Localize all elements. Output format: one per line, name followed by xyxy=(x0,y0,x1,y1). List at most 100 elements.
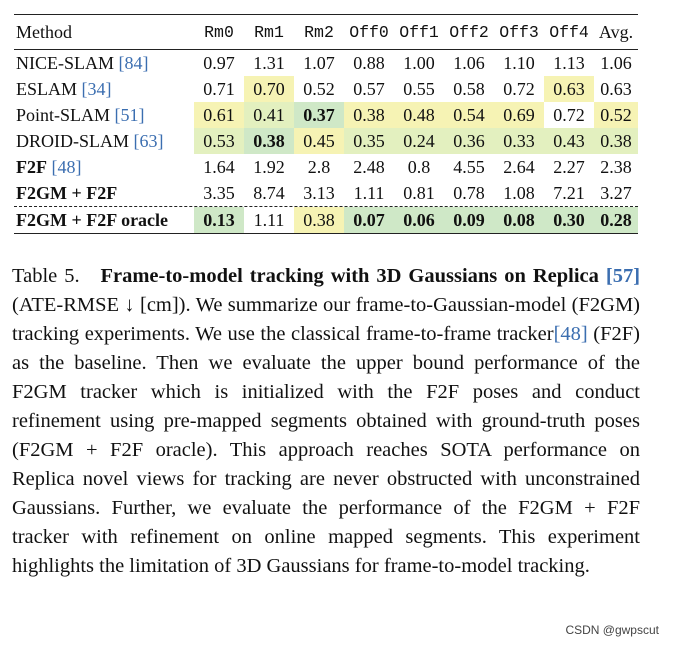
value-cell: 0.38 xyxy=(244,128,294,154)
value-cell: 1.92 xyxy=(253,156,285,177)
value-cell: 1.07 xyxy=(303,52,335,73)
value-cell: 1.06 xyxy=(453,52,485,73)
method-cell: F2F [48] xyxy=(14,154,194,180)
value-cell: 0.88 xyxy=(353,52,385,73)
header-off4: Off4 xyxy=(549,22,589,42)
method-cell: F2GM + F2F oracle xyxy=(14,207,194,233)
results-table-oracle: F2GM + F2F oracle 0.13 1.11 0.38 0.07 0.06 0.0… xyxy=(14,207,638,233)
value-cell: 0.06 xyxy=(394,207,444,233)
value-cell: 1.11 xyxy=(353,182,385,203)
method-cell: Point-SLAM [51] xyxy=(14,102,194,128)
table-row: NICE-SLAM [84] 0.97 1.31 1.07 0.88 1.00 1.06 1.… xyxy=(14,50,638,76)
value-cell: 0.41 xyxy=(244,102,294,128)
value-cell: 1.31 xyxy=(253,52,285,73)
oracle-body: F2GM + F2F oracle 0.13 1.11 0.38 0.07 0.06 0.0… xyxy=(14,207,638,233)
value-cell: 0.53 xyxy=(194,128,244,154)
caption-label: Table 5. xyxy=(12,265,80,287)
value-cell: 0.24 xyxy=(394,128,444,154)
value-cell: 0.28 xyxy=(594,207,638,233)
method-citation[interactable]: [63] xyxy=(133,130,164,151)
results-table: Method Rm0 Rm1 Rm2 Off0 Off1 Off2 Off3 O… xyxy=(14,15,638,49)
value-cell: 3.13 xyxy=(303,182,335,203)
header-row: Method Rm0 Rm1 Rm2 Off0 Off1 Off2 Off3 O… xyxy=(14,15,638,49)
value-cell: 2.27 xyxy=(553,156,585,177)
value-cell: 0.72 xyxy=(553,104,585,125)
method-cell: NICE-SLAM [84] xyxy=(14,50,194,76)
value-cell: 2.48 xyxy=(353,156,385,177)
value-cell: 0.8 xyxy=(407,156,431,177)
top-rule xyxy=(14,14,638,15)
dashed-rule xyxy=(14,206,638,207)
value-cell: 1.11 xyxy=(253,209,285,230)
caption-body-cite[interactable]: [48] xyxy=(553,323,588,345)
method-name: F2F xyxy=(16,156,47,177)
table-row: ESLAM [34] 0.71 0.70 0.52 0.57 0.55 0.58 0.72 0.… xyxy=(14,76,638,102)
value-cell: 1.00 xyxy=(403,52,435,73)
value-cell: 7.21 xyxy=(553,182,585,203)
value-cell: 0.48 xyxy=(394,102,444,128)
value-cell: 2.8 xyxy=(307,156,331,177)
value-cell: 0.37 xyxy=(294,102,344,128)
table-body: NICE-SLAM [84] 0.97 1.31 1.07 0.88 1.00 1.06 1.… xyxy=(14,50,638,206)
value-cell: 0.38 xyxy=(594,128,638,154)
method-name: ESLAM xyxy=(16,78,78,99)
table-row: DROID-SLAM [63] 0.53 0.38 0.45 0.35 0.24 0.36 0… xyxy=(14,128,638,154)
method-cell: F2GM + F2F xyxy=(14,180,194,206)
table-row: F2GM + F2F 3.35 8.74 3.13 1.11 0.81 0.78 1.08 7.… xyxy=(14,180,638,206)
caption-title: Frame-to-model tracking with 3D Gaussian… xyxy=(100,265,599,287)
value-cell: 0.54 xyxy=(444,102,494,128)
header-rm2: Rm2 xyxy=(304,22,334,42)
method-citation[interactable]: [51] xyxy=(114,104,145,125)
method-name: NICE-SLAM xyxy=(16,52,114,73)
method-name: F2GM + F2F oracle xyxy=(16,209,169,230)
watermark: CSDN @gwpscut xyxy=(565,623,659,637)
value-cell: 0.43 xyxy=(544,128,594,154)
value-cell: 0.58 xyxy=(453,78,485,99)
results-table-container: Method Rm0 Rm1 Rm2 Off0 Off1 Off2 Off3 O… xyxy=(14,14,638,234)
table-caption: Table 5. Frame-to-model tracking with 3D… xyxy=(12,262,640,581)
value-cell: 0.72 xyxy=(503,78,535,99)
caption-title-cite[interactable]: [57] xyxy=(605,265,641,287)
value-cell: 0.35 xyxy=(344,128,394,154)
method-name: DROID-SLAM xyxy=(16,130,130,151)
method-cell: ESLAM [34] xyxy=(14,76,194,102)
bottom-rule xyxy=(14,233,638,234)
value-cell: 0.13 xyxy=(194,207,244,233)
method-cell: DROID-SLAM [63] xyxy=(14,128,194,154)
value-cell: 0.45 xyxy=(294,128,344,154)
value-cell: 2.64 xyxy=(503,156,535,177)
value-cell: 0.69 xyxy=(494,102,544,128)
value-cell: 0.78 xyxy=(453,182,485,203)
header-rule xyxy=(14,49,638,50)
value-cell: 0.52 xyxy=(594,102,638,128)
results-table-body: NICE-SLAM [84] 0.97 1.31 1.07 0.88 1.00 1.06 1.… xyxy=(14,50,638,206)
value-cell: 1.06 xyxy=(600,52,632,73)
value-cell: 3.27 xyxy=(600,182,632,203)
value-cell: 0.38 xyxy=(294,207,344,233)
value-cell: 0.36 xyxy=(444,128,494,154)
header-off3: Off3 xyxy=(499,22,539,42)
method-citation[interactable]: [84] xyxy=(118,52,149,73)
value-cell: 0.09 xyxy=(444,207,494,233)
value-cell: 0.55 xyxy=(403,78,435,99)
value-cell: 0.30 xyxy=(544,207,594,233)
value-cell: 3.35 xyxy=(203,182,235,203)
header-off0: Off0 xyxy=(349,22,389,42)
value-cell: 2.38 xyxy=(600,156,632,177)
value-cell: 0.38 xyxy=(344,102,394,128)
value-cell: 8.74 xyxy=(253,182,285,203)
value-cell: 0.63 xyxy=(600,78,632,99)
caption-body-1: (ATE-RMSE ↓ [cm]). We summarize our fram… xyxy=(12,294,640,345)
value-cell: 0.81 xyxy=(403,182,435,203)
value-cell: 0.97 xyxy=(203,52,235,73)
method-citation[interactable]: [34] xyxy=(81,78,112,99)
value-cell: 1.08 xyxy=(503,182,535,203)
header-rm1: Rm1 xyxy=(254,22,284,42)
value-cell: 0.71 xyxy=(203,78,235,99)
value-cell: 0.63 xyxy=(544,76,594,102)
header-method: Method xyxy=(16,21,72,42)
table-row: F2F [48] 1.64 1.92 2.8 2.48 0.8 4.55 2.64 2.27 2.… xyxy=(14,154,638,180)
caption-body-2: (F2F) as the baseline. Then we evaluate … xyxy=(12,323,640,577)
value-cell: 0.57 xyxy=(353,78,385,99)
method-citation[interactable]: [48] xyxy=(51,156,82,177)
